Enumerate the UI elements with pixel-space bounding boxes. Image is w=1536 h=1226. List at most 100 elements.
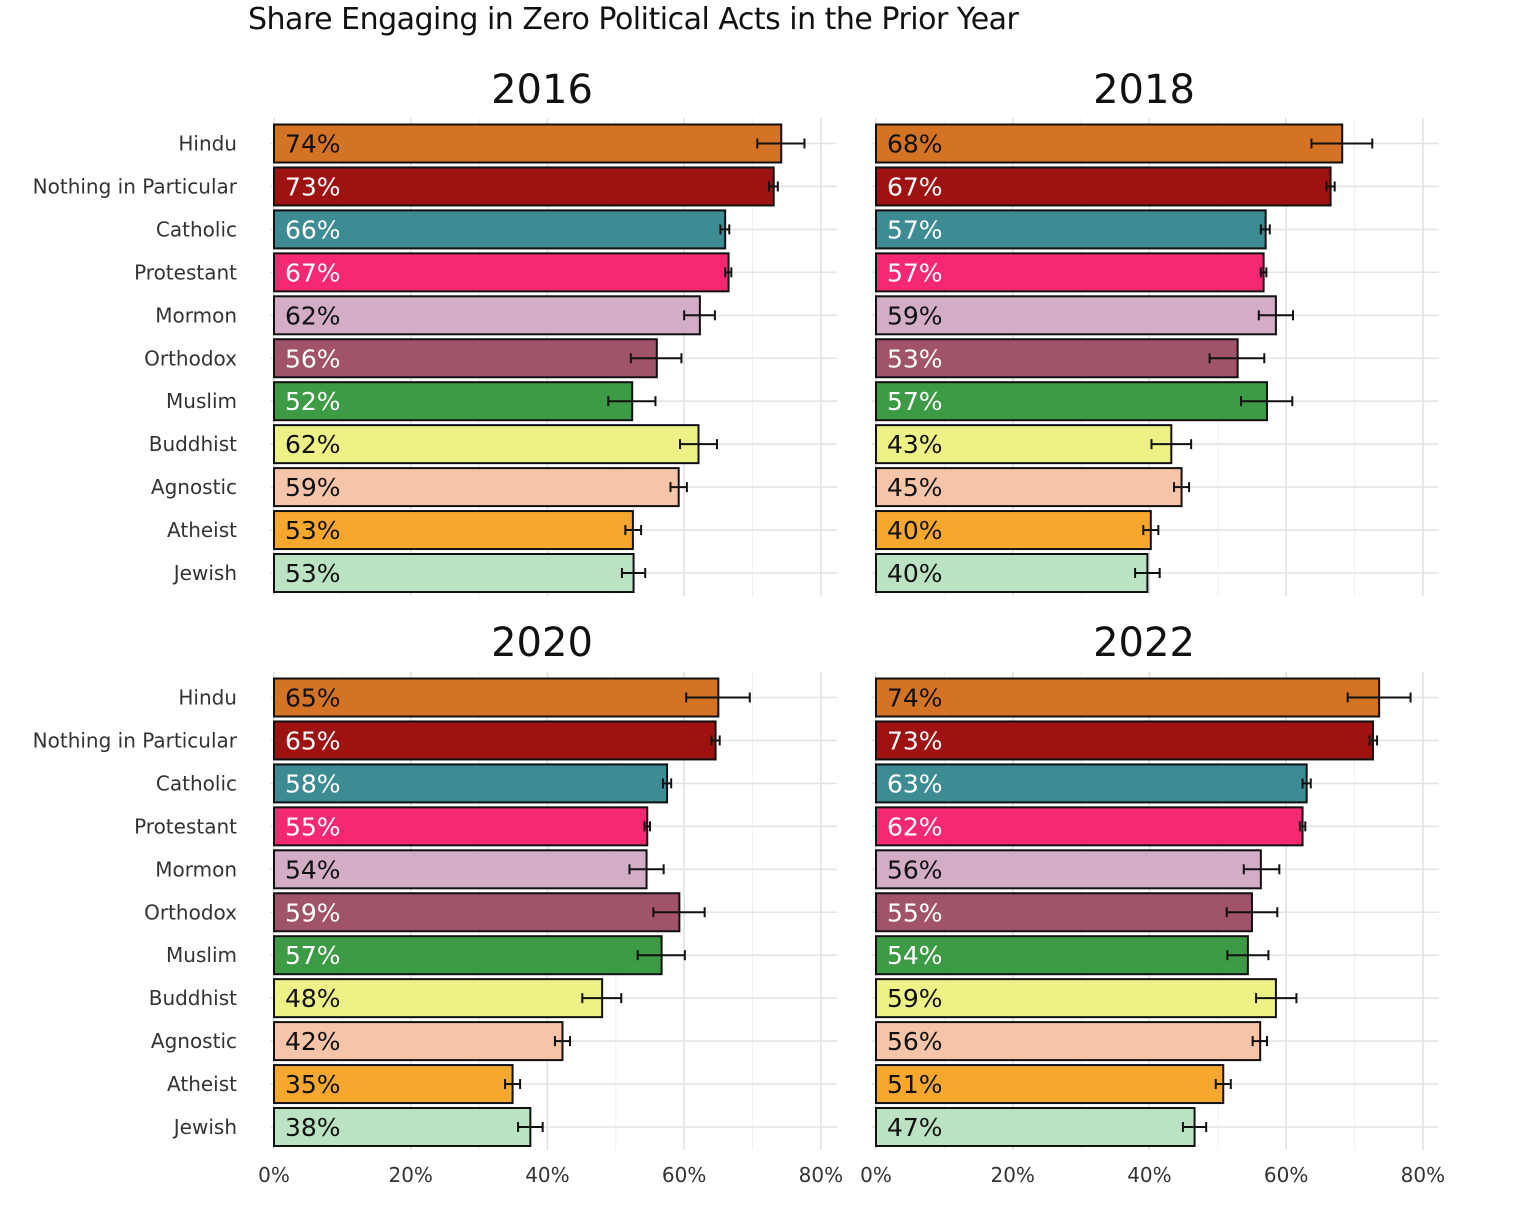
category-label: Catholic [156, 217, 237, 241]
category-label: Agnostic [151, 475, 237, 499]
bar-value-label: 43% [887, 430, 943, 459]
bar-protestant [273, 806, 649, 847]
category-label: Buddhist [149, 432, 237, 456]
bar-value-label: 54% [887, 941, 943, 970]
category-label: Nothing in Particular [33, 728, 238, 752]
bar-atheist [273, 510, 634, 551]
bar-value-label: 74% [887, 684, 943, 713]
bar-orthodox [875, 892, 1253, 933]
bar-value-label: 65% [285, 726, 341, 755]
bar-jewish [875, 553, 1149, 593]
x-tick-label: 80% [799, 1163, 843, 1187]
panel-2020: 2020 65% Hindu 65% Nothing in Particular 58% C… [33, 620, 843, 1187]
bar-mormon [875, 295, 1277, 336]
bar-value-label: 57% [285, 941, 341, 970]
bar-hindu [273, 123, 783, 164]
x-tick-label: 60% [662, 1163, 706, 1187]
x-tick-label: 20% [990, 1163, 1034, 1187]
bar-value-label: 56% [285, 344, 341, 373]
category-label: Orthodox [144, 346, 237, 370]
bar-value-label: 59% [887, 984, 943, 1013]
bar-value-label: 66% [285, 215, 341, 244]
bar-value-label: 47% [887, 1113, 943, 1142]
category-label: Hindu [178, 132, 237, 156]
bar-value-label: 53% [285, 516, 341, 545]
bar-buddhist [273, 424, 700, 465]
bar-atheist [875, 1064, 1225, 1105]
bar-value-label: 59% [285, 898, 341, 927]
bar-mormon [273, 295, 701, 336]
bar-jewish [273, 1107, 532, 1147]
bar-value-label: 52% [285, 387, 341, 416]
x-tick-label: 40% [1127, 1163, 1171, 1187]
x-tick-label: 60% [1264, 1163, 1308, 1187]
x-tick-label: 0% [860, 1163, 892, 1187]
bar-catholic [875, 209, 1267, 250]
bar-value-label: 53% [887, 344, 943, 373]
bar-value-label: 58% [285, 769, 341, 798]
bar-protestant [273, 252, 730, 293]
bar-hindu [273, 677, 720, 718]
category-label: Hindu [178, 686, 237, 710]
category-label: Mormon [155, 303, 237, 327]
bar-value-label: 73% [887, 726, 943, 755]
x-tick-label: 20% [388, 1163, 432, 1187]
bar-value-label: 57% [887, 387, 943, 416]
category-label: Atheist [167, 1072, 237, 1096]
bar-value-label: 74% [285, 130, 341, 159]
bar-value-label: 35% [285, 1070, 341, 1099]
category-label: Jewish [172, 561, 237, 585]
bar-agnostic [273, 467, 680, 508]
panel-year-title: 2018 [1093, 67, 1195, 113]
bar-value-label: 55% [285, 812, 341, 841]
bar-value-label: 65% [285, 684, 341, 713]
bar-buddhist [273, 978, 604, 1019]
bar-value-label: 73% [285, 172, 341, 201]
bar-value-label: 62% [887, 812, 943, 841]
bar-catholic [273, 209, 727, 250]
bar-muslim [273, 935, 663, 976]
category-label: Orthodox [144, 900, 237, 924]
category-label: Mormon [155, 857, 237, 881]
panel-2018: 2018 68% 67% 57% 57% 59% 53% 57% 43% 45% 40% 40% [872, 67, 1439, 596]
chart-title: Share Engaging in Zero Political Acts in… [248, 2, 1019, 37]
bar-buddhist [875, 978, 1277, 1019]
bar-value-label: 59% [285, 473, 341, 502]
bar-value-label: 42% [285, 1027, 341, 1056]
bar-value-label: 55% [887, 898, 943, 927]
bar-value-label: 56% [887, 855, 943, 884]
bar-muslim [875, 935, 1249, 976]
category-label: Muslim [166, 389, 237, 413]
bar-value-label: 54% [285, 855, 341, 884]
bar-value-label: 59% [887, 301, 943, 330]
bar-muslim [875, 381, 1269, 422]
bar-value-label: 68% [887, 130, 943, 159]
bar-nothing-in-particular [273, 166, 775, 207]
category-label: Protestant [134, 260, 237, 284]
category-label: Nothing in Particular [33, 174, 238, 198]
bar-value-label: 45% [887, 473, 943, 502]
bar-jewish [875, 1107, 1196, 1147]
bar-value-label: 67% [285, 258, 341, 287]
panel-year-title: 2022 [1093, 620, 1195, 666]
panel-year-title: 2020 [491, 620, 593, 666]
bar-value-label: 38% [285, 1113, 341, 1142]
bar-muslim [273, 381, 634, 422]
bar-value-label: 40% [887, 516, 943, 545]
x-tick-label: 80% [1401, 1163, 1445, 1187]
category-label: Atheist [167, 518, 237, 542]
bar-mormon [273, 849, 648, 890]
bar-atheist [875, 510, 1152, 551]
category-label: Agnostic [151, 1029, 237, 1053]
bar-nothing-in-particular [875, 720, 1374, 761]
panel-2016: 2016 74% Hindu 73% Nothing in Particular 66% C… [33, 67, 837, 596]
panel-2022: 2022 74% 73% 63% 62% 56% 55% 54% 59% 56% 51% 47% 0% 2… [860, 620, 1445, 1187]
bar-value-label: 56% [887, 1027, 943, 1056]
bar-value-label: 53% [285, 559, 341, 588]
bar-value-label: 62% [285, 301, 341, 330]
bar-value-label: 40% [887, 559, 943, 588]
category-label: Protestant [134, 814, 237, 838]
panel-year-title: 2016 [491, 67, 593, 113]
bar-agnostic [875, 1021, 1262, 1062]
